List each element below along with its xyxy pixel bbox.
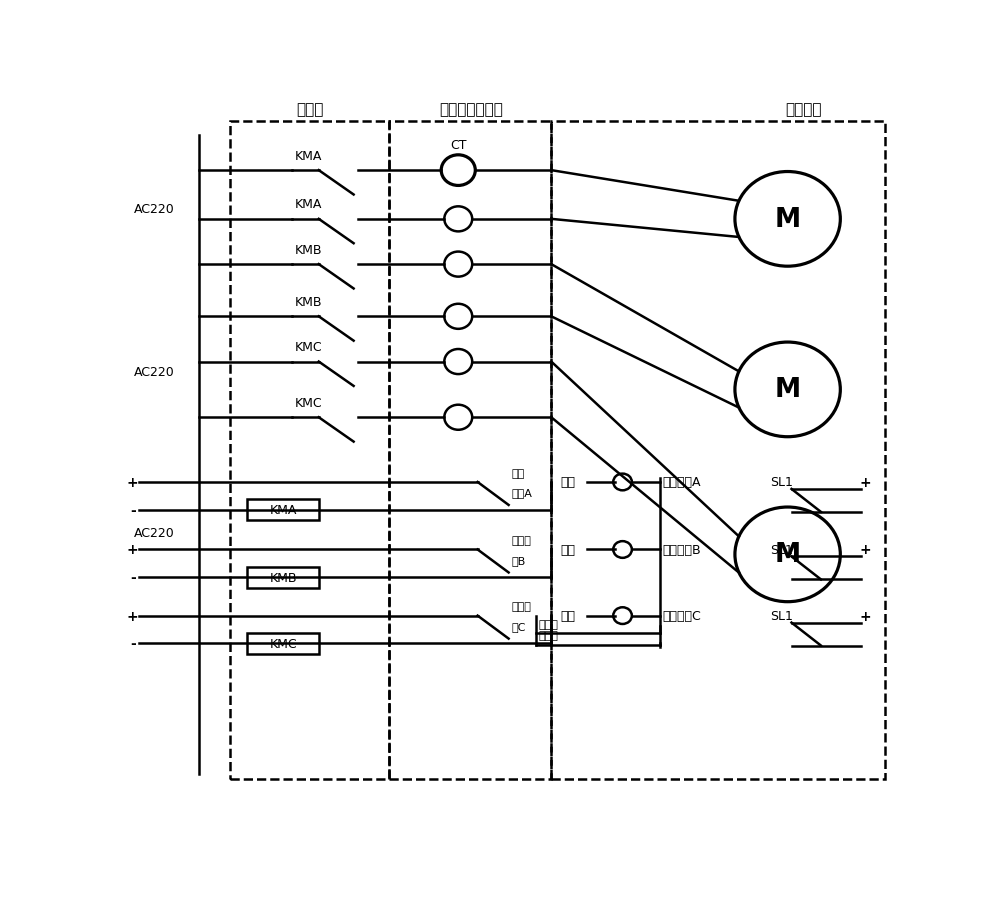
Text: 启动电: 启动电 — [512, 535, 532, 545]
Text: 开入: 开入 — [561, 610, 576, 622]
Text: +: + — [859, 609, 871, 623]
Text: -: - — [130, 637, 136, 651]
Text: 储能电机: 储能电机 — [785, 102, 821, 116]
Bar — [230, 122, 388, 779]
Bar — [247, 633, 319, 654]
Text: SL1: SL1 — [770, 476, 793, 489]
Bar — [247, 500, 319, 521]
Text: KMA: KMA — [269, 504, 297, 517]
Text: KMB: KMB — [269, 572, 297, 584]
Text: -: - — [130, 503, 136, 517]
Bar — [551, 122, 885, 779]
Text: +: + — [859, 476, 871, 489]
Text: AC220: AC220 — [134, 526, 175, 539]
Text: KMA: KMA — [295, 199, 322, 211]
Text: KMC: KMC — [295, 340, 322, 354]
Text: +: + — [127, 543, 139, 557]
Text: SL1: SL1 — [770, 544, 793, 556]
Text: 电机超: 电机超 — [539, 619, 559, 629]
Text: KMB: KMB — [295, 244, 322, 256]
Text: 汇控柜: 汇控柜 — [296, 102, 323, 116]
Text: KMC: KMC — [295, 396, 322, 409]
Bar — [247, 567, 319, 588]
Text: 机B: 机B — [512, 555, 526, 565]
Text: CT: CT — [450, 139, 466, 153]
Text: +: + — [859, 543, 871, 557]
Text: AC220: AC220 — [134, 202, 175, 216]
Text: 启动: 启动 — [512, 469, 525, 479]
Text: M: M — [775, 207, 801, 233]
Text: M: M — [775, 542, 801, 568]
Bar — [388, 122, 551, 779]
Text: 开入: 开入 — [561, 544, 576, 556]
Text: AC220: AC220 — [134, 366, 175, 379]
Text: 启动电: 启动电 — [512, 601, 532, 611]
Text: 电机A: 电机A — [512, 488, 533, 498]
Text: KMC: KMC — [269, 638, 297, 650]
Text: +: + — [127, 609, 139, 623]
Text: +: + — [127, 476, 139, 489]
Text: 电机控制C: 电机控制C — [662, 610, 701, 622]
Text: KMB: KMB — [295, 295, 322, 309]
Text: 智能组合控制箱: 智能组合控制箱 — [439, 102, 503, 116]
Text: KMA: KMA — [295, 150, 322, 163]
Text: 电机控制A: 电机控制A — [662, 476, 701, 489]
Text: M: M — [775, 377, 801, 403]
Text: SL1: SL1 — [770, 610, 793, 622]
Text: -: - — [130, 571, 136, 584]
Text: 电机控制B: 电机控制B — [662, 544, 701, 556]
Text: 机C: 机C — [512, 621, 526, 631]
Text: 开入: 开入 — [561, 476, 576, 489]
Text: 时报警: 时报警 — [539, 630, 559, 640]
